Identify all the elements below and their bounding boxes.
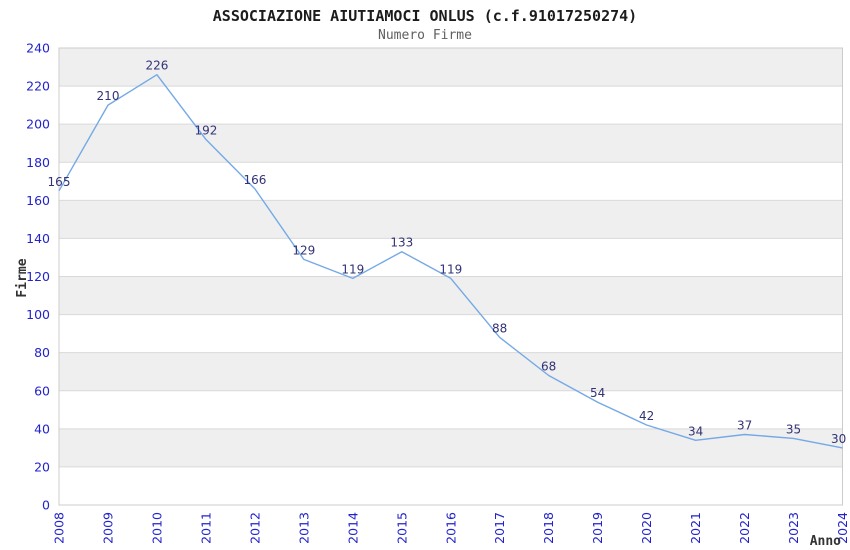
x-tick-label: 2018 [541, 512, 556, 544]
x-tick-label: 2016 [443, 512, 458, 544]
x-tick-label: 2019 [590, 512, 605, 544]
x-axis-title: Anno [810, 534, 841, 549]
chart-title: ASSOCIAZIONE AIUTIAMOCI ONLUS (c.f.91017… [212, 7, 638, 25]
x-tick-label: 2009 [101, 512, 116, 544]
data-series-line [58, 73, 843, 449]
data-label: 37 [737, 419, 752, 433]
y-tick-label: 220 [26, 79, 50, 94]
data-label: 133 [390, 236, 413, 250]
data-label: 34 [688, 424, 703, 438]
y-tick-label: 40 [34, 421, 50, 436]
x-tick-label: 2011 [198, 512, 213, 544]
plot-band [59, 238, 843, 277]
data-label: 68 [541, 360, 556, 374]
x-tick-label: 2014 [345, 512, 360, 544]
data-label: 226 [145, 59, 168, 73]
x-tick-label: 2024 [835, 512, 850, 544]
data-label: 35 [786, 422, 801, 436]
y-tick-label: 0 [42, 498, 50, 513]
x-tick-label: 2015 [394, 512, 409, 544]
x-tick-label: 2013 [296, 512, 311, 544]
y-axis-title: Firme [15, 258, 30, 297]
x-tick-label: 2017 [492, 512, 507, 544]
data-label: 166 [243, 173, 266, 187]
y-tick-label: 80 [34, 345, 50, 360]
plot-band [59, 86, 843, 125]
data-label: 129 [292, 243, 315, 257]
data-label: 42 [639, 409, 654, 423]
data-label: 165 [48, 175, 71, 189]
y-tick-label: 160 [26, 193, 50, 208]
plot-band [59, 162, 843, 201]
data-label: 192 [194, 123, 217, 137]
data-label: 210 [97, 89, 120, 103]
x-tick-label: 2022 [737, 512, 752, 544]
x-tick-label: 2010 [149, 512, 164, 544]
x-tick-label: 2008 [52, 512, 67, 544]
y-tick-label: 100 [26, 307, 50, 322]
data-label: 88 [492, 321, 507, 335]
y-tick-label: 240 [26, 41, 50, 56]
x-tick-label: 2023 [786, 512, 801, 544]
plot-border [58, 47, 843, 506]
plot-band [59, 124, 843, 163]
data-label: 119 [439, 262, 462, 276]
plot-band [59, 428, 843, 467]
plot-band [59, 466, 843, 505]
data-label: 54 [590, 386, 605, 400]
x-tick-label: 2020 [639, 512, 654, 544]
y-tick-label: 200 [26, 117, 50, 132]
plot-band [59, 276, 843, 315]
plot-band [59, 390, 843, 429]
plot-band [59, 200, 843, 239]
y-tick-label: 180 [26, 155, 50, 170]
plot-band [59, 314, 843, 353]
plot-band [59, 352, 843, 391]
x-tick-label: 2021 [688, 512, 703, 544]
data-label: 30 [831, 432, 846, 446]
y-tick-label: 20 [34, 459, 50, 474]
x-tick-label: 2012 [247, 512, 262, 544]
y-tick-label: 140 [26, 231, 50, 246]
y-tick-label: 60 [34, 383, 50, 398]
data-label: 119 [341, 262, 364, 276]
y-tick-label: 120 [26, 269, 50, 284]
plot-band [59, 48, 843, 87]
chart-subtitle: Numero Firme [378, 28, 472, 43]
